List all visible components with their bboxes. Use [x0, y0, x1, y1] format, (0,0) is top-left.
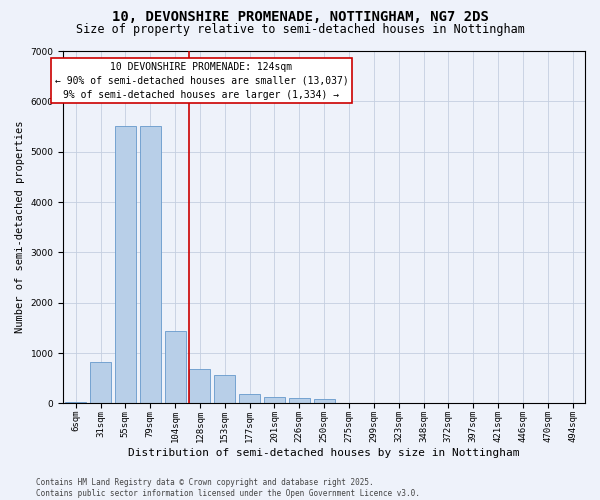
- Bar: [65, 402, 86, 404]
- Text: 10, DEVONSHIRE PROMENADE, NOTTINGHAM, NG7 2DS: 10, DEVONSHIRE PROMENADE, NOTTINGHAM, NG…: [112, 10, 488, 24]
- Bar: [289, 398, 310, 404]
- Bar: [214, 375, 235, 404]
- Bar: [239, 394, 260, 404]
- Bar: [90, 362, 111, 404]
- Bar: [190, 369, 211, 404]
- Bar: [314, 398, 335, 404]
- Bar: [164, 332, 185, 404]
- Y-axis label: Number of semi-detached properties: Number of semi-detached properties: [15, 121, 25, 334]
- Bar: [264, 397, 285, 404]
- Text: 10 DEVONSHIRE PROMENADE: 124sqm
← 90% of semi-detached houses are smaller (13,03: 10 DEVONSHIRE PROMENADE: 124sqm ← 90% of…: [55, 62, 349, 100]
- Bar: [115, 126, 136, 404]
- X-axis label: Distribution of semi-detached houses by size in Nottingham: Distribution of semi-detached houses by …: [128, 448, 520, 458]
- Bar: [140, 126, 161, 404]
- Text: Size of property relative to semi-detached houses in Nottingham: Size of property relative to semi-detach…: [76, 22, 524, 36]
- Text: Contains HM Land Registry data © Crown copyright and database right 2025.
Contai: Contains HM Land Registry data © Crown c…: [36, 478, 420, 498]
